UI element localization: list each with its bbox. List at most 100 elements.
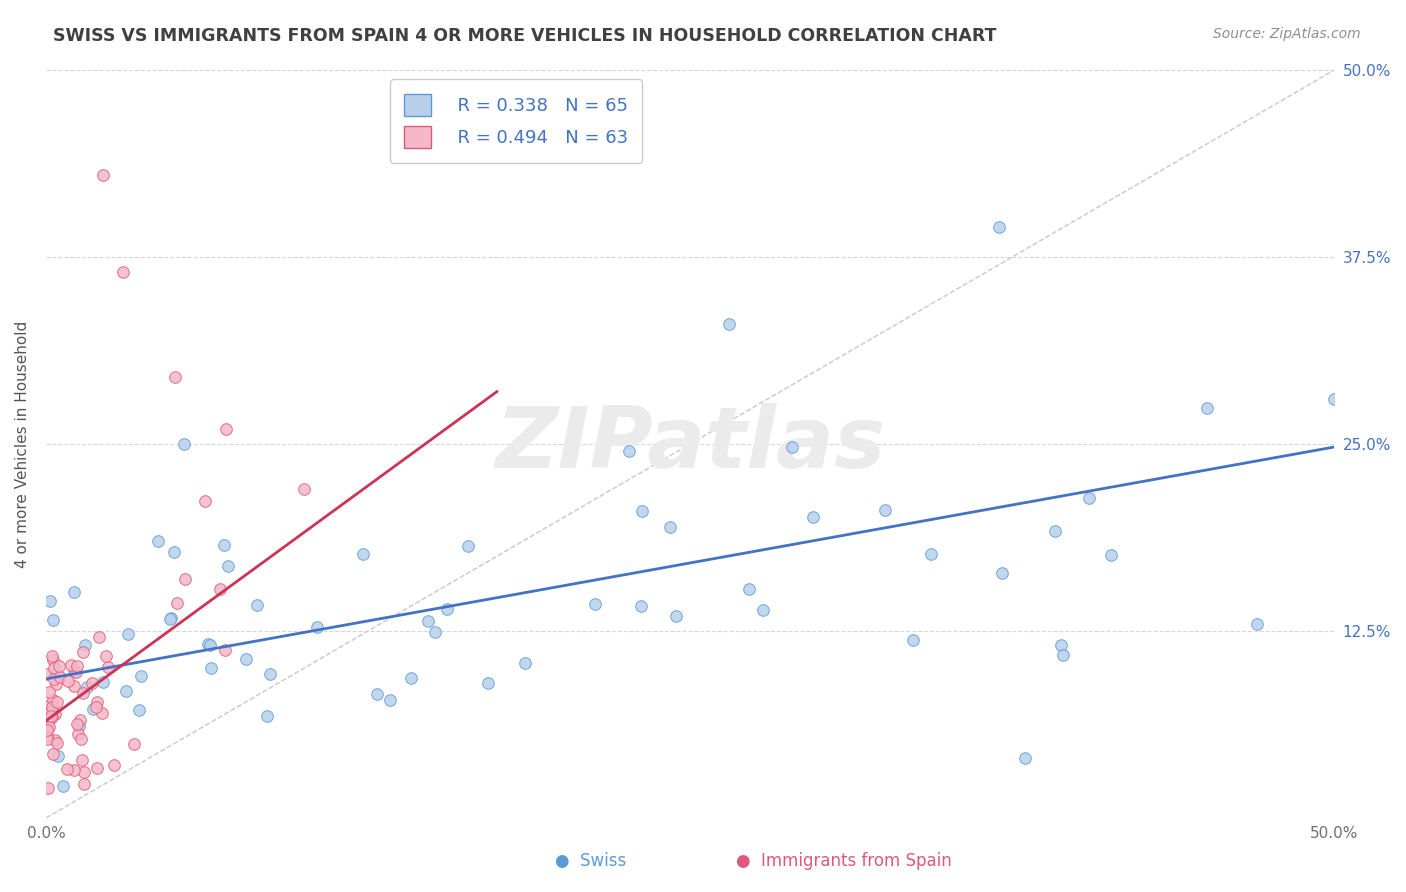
Point [259,667,281,681]
Point [93,674,115,689]
Point [423,625,446,640]
Point [63,679,86,693]
Point [1323,392,1346,406]
Point [91,706,114,720]
Point [513,657,536,671]
Point [780,441,803,455]
Point [37,715,59,730]
Point [617,443,640,458]
Point [1014,751,1036,765]
Point [82,701,104,715]
Point [66,717,89,731]
Point [200,638,222,652]
Point [873,503,896,517]
Point [115,684,138,698]
Point [215,422,238,436]
Point [59,657,82,672]
Point [48,748,70,763]
Point [86,699,108,714]
Point [45,677,67,691]
Point [94,649,117,664]
Point [73,638,96,652]
Point [208,582,231,597]
Text: ●  Immigrants from Spain: ● Immigrants from Spain [735,852,952,870]
Point [42,653,65,667]
Point [76,681,98,695]
Point [146,533,169,548]
Point [659,520,682,534]
Point [67,719,90,733]
Point [583,597,606,611]
Point [52,779,75,793]
Point [117,626,139,640]
Point [1043,524,1066,539]
Point [166,596,188,610]
Point [48,659,70,673]
Point [163,369,186,384]
Point [990,566,1012,580]
Point [70,753,93,767]
Point [416,614,439,628]
Point [41,699,63,714]
Point [44,706,66,721]
Point [48,670,70,684]
Point [477,676,499,690]
Point [35,732,58,747]
Point [72,645,94,659]
Point [56,674,79,689]
Point [200,661,222,675]
Point [128,702,150,716]
Point [163,545,186,559]
Text: ZIPatlas: ZIPatlas [495,402,886,485]
Point [42,692,65,706]
Point [457,539,479,553]
Legend:   R = 0.338   N = 65,   R = 0.494   N = 63: R = 0.338 N = 65, R = 0.494 N = 63 [389,79,643,163]
Point [39,709,62,723]
Point [352,547,374,561]
Point [1052,648,1074,662]
Point [38,685,60,699]
Point [42,672,65,686]
Point [801,509,824,524]
Point [235,652,257,666]
Point [86,761,108,775]
Point [97,660,120,674]
Y-axis label: 4 or more Vehicles in Household: 4 or more Vehicles in Household [15,320,30,567]
Point [920,548,942,562]
Point [73,764,96,779]
Point [1246,616,1268,631]
Point [42,613,65,627]
Point [65,665,87,680]
Point [73,777,96,791]
Point [160,610,183,624]
Point [738,582,761,596]
Point [988,220,1011,235]
Point [1078,491,1101,506]
Point [46,736,69,750]
Point [159,612,181,626]
Point [214,643,236,657]
Point [89,630,111,644]
Point [401,671,423,685]
Text: Source: ZipAtlas.com: Source: ZipAtlas.com [1213,27,1361,41]
Point [66,658,89,673]
Point [37,729,59,743]
Point [436,602,458,616]
Point [42,747,65,761]
Point [82,676,104,690]
Point [37,666,59,681]
Point [86,695,108,709]
Point [70,732,93,747]
Point [112,265,135,279]
Point [129,669,152,683]
Point [212,538,235,552]
Point [44,732,66,747]
Point [37,780,59,795]
Point [305,620,328,634]
Point [122,737,145,751]
Point [378,692,401,706]
Point [752,603,775,617]
Point [717,318,740,332]
Point [41,648,63,663]
Point [173,437,195,451]
